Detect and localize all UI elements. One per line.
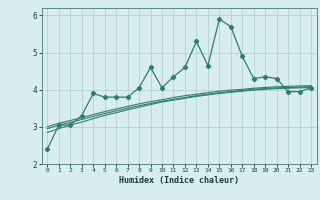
X-axis label: Humidex (Indice chaleur): Humidex (Indice chaleur) (119, 176, 239, 185)
